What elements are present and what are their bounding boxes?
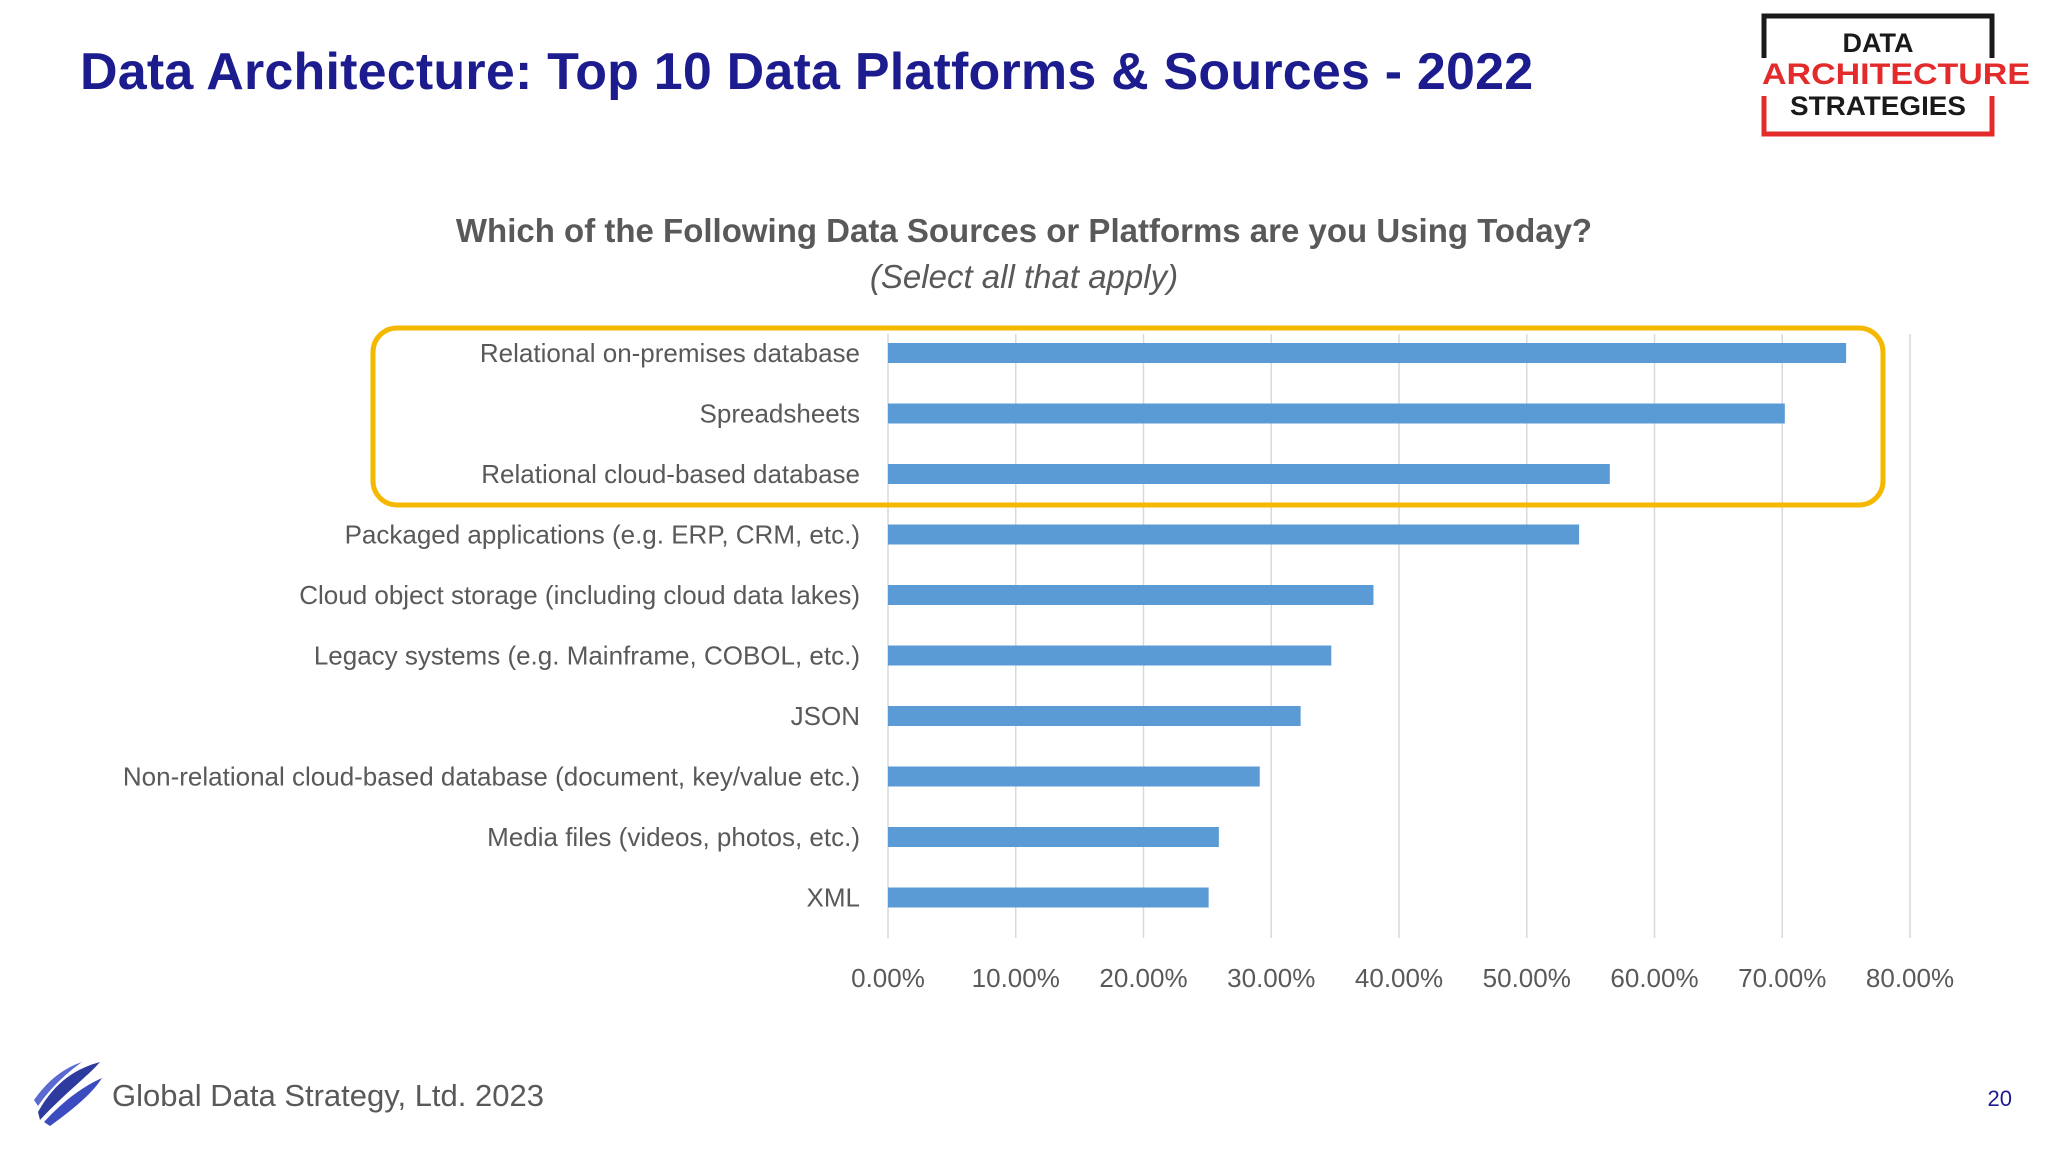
- chart-subtitle: (Select all that apply): [869, 258, 1179, 295]
- bar: [888, 706, 1301, 726]
- logo-line2: ARCHITECTURE: [1762, 58, 2030, 91]
- category-label: Media files (videos, photos, etc.): [487, 822, 860, 852]
- category-label: JSON: [791, 701, 860, 731]
- x-tick-label: 10.00%: [972, 963, 1060, 993]
- x-tick-label: 50.00%: [1483, 963, 1571, 993]
- category-label: Non-relational cloud-based database (doc…: [123, 762, 860, 792]
- bar: [888, 524, 1580, 545]
- x-tick-label: 60.00%: [1610, 963, 1698, 993]
- logo-line1: DATA: [1843, 28, 1914, 58]
- category-label: Relational cloud-based database: [481, 459, 860, 489]
- logo-line3: STRATEGIES: [1790, 91, 1966, 121]
- bar: [888, 645, 1332, 666]
- category-label: XML: [807, 883, 860, 913]
- logo-frame-bottom: [1761, 96, 1995, 137]
- x-tick-label: 20.00%: [1099, 963, 1187, 993]
- bar: [888, 585, 1374, 605]
- x-tick-label: 30.00%: [1227, 963, 1315, 993]
- footer-copyright: Global Data Strategy, Ltd. 2023: [112, 1078, 544, 1113]
- page-number: 20: [1987, 1086, 2012, 1111]
- bar: [888, 464, 1610, 484]
- highlight-box: [370, 325, 1886, 508]
- bar: [888, 343, 1847, 363]
- x-tick-label: 40.00%: [1355, 963, 1443, 993]
- bar: [888, 887, 1209, 908]
- chart-title: Which of the Following Data Sources or P…: [455, 212, 1593, 249]
- x-tick-label: 0.00%: [851, 963, 925, 993]
- data-architecture-strategies-logo: DATA ARCHITECTURE STRATEGIES: [1761, 13, 2030, 137]
- slide-title: Data Architecture: Top 10 Data Platforms…: [80, 43, 1534, 101]
- x-tick-label: 80.00%: [1866, 963, 1954, 993]
- logo-frame-top: [1761, 13, 1995, 58]
- bar: [888, 766, 1260, 787]
- category-label: Packaged applications (e.g. ERP, CRM, et…: [345, 520, 860, 550]
- x-tick-label: 70.00%: [1738, 963, 1826, 993]
- category-label: Relational on-premises database: [480, 338, 860, 368]
- swoosh-icon: [34, 1062, 102, 1126]
- category-label: Cloud object storage (including cloud da…: [299, 580, 860, 610]
- bar: [888, 403, 1785, 424]
- category-label: Spreadsheets: [700, 399, 860, 429]
- bar: [888, 827, 1219, 847]
- category-label: Legacy systems (e.g. Mainframe, COBOL, e…: [314, 641, 860, 671]
